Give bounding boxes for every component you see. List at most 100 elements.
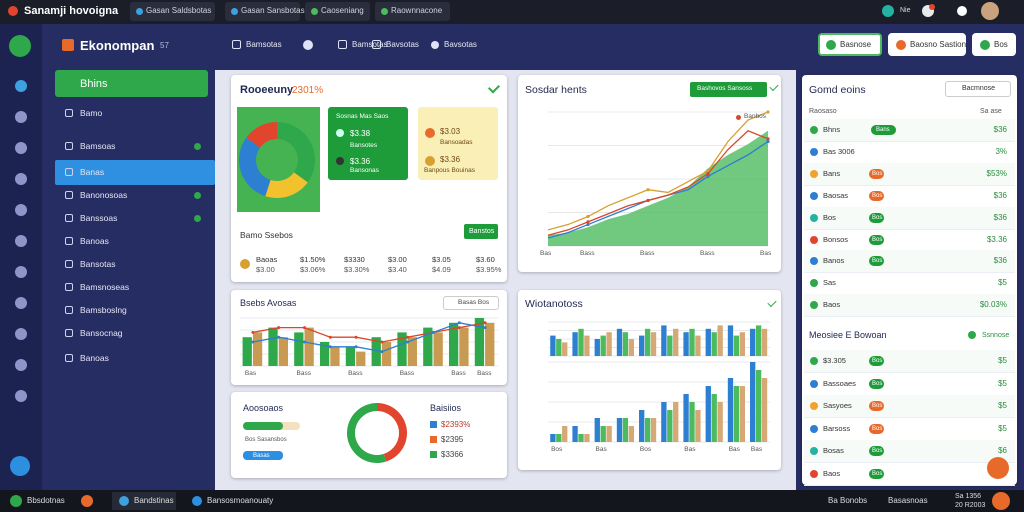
bar <box>397 332 407 366</box>
chart-button[interactable] <box>690 82 767 97</box>
action-button[interactable] <box>972 33 1016 56</box>
tab[interactable] <box>375 2 450 21</box>
tab-label: Gasan Saldsbotas <box>146 6 212 15</box>
pie-slice <box>246 122 277 148</box>
nav-item[interactable]: Bamsboslng <box>80 305 127 315</box>
row-badge-label: Bos <box>872 358 883 364</box>
bar <box>550 434 556 442</box>
nav-item-icon <box>65 168 73 176</box>
row[interactable] <box>804 395 1015 418</box>
search-icon <box>303 40 313 50</box>
stat: $4.09 <box>432 265 451 274</box>
settings-icon <box>957 6 967 16</box>
sidebar <box>42 24 215 490</box>
row[interactable] <box>804 350 1015 373</box>
user-label: Nie <box>900 7 911 14</box>
nav-item[interactable]: Bamsnoseas <box>80 282 130 292</box>
toolbar-item[interactable]: Bavsotas <box>444 40 477 49</box>
chart-button-label: Basas Bos <box>458 299 490 306</box>
row[interactable] <box>804 440 1015 463</box>
nav-item-icon <box>65 260 73 268</box>
nav-item[interactable]: Bansocnag <box>80 328 123 338</box>
nav-item[interactable]: Banssoas <box>80 213 118 223</box>
bar <box>761 378 768 442</box>
x-tick-label: Bas <box>760 250 772 257</box>
toolbar-item[interactable]: Bavsotas <box>386 40 419 49</box>
taskbar-item[interactable]: Bbsdotnas <box>27 496 65 505</box>
row-badge-label: Bans <box>876 127 890 133</box>
action-label: Basnose <box>840 40 872 49</box>
row[interactable] <box>804 119 1015 142</box>
x-tick-label: Bas <box>244 370 257 377</box>
taskbar-icon <box>10 495 22 507</box>
legend-swatch <box>430 451 437 458</box>
column-head: Sa ase <box>980 108 1002 115</box>
line <box>252 322 486 343</box>
point <box>328 335 332 339</box>
line <box>547 130 769 236</box>
bar <box>650 418 657 442</box>
nav-item[interactable]: Banas <box>80 167 105 177</box>
logo <box>9 35 31 57</box>
tab[interactable] <box>130 2 215 21</box>
bar <box>485 322 495 366</box>
row-icon <box>810 279 818 288</box>
bar <box>578 434 584 442</box>
bar <box>371 337 381 366</box>
bar <box>345 346 356 366</box>
row-label: Baosas <box>823 190 849 200</box>
primary-button[interactable] <box>55 70 208 97</box>
nav-item[interactable]: Banonosoas <box>80 190 128 200</box>
row[interactable] <box>804 250 1015 274</box>
row[interactable] <box>804 206 1015 230</box>
row-badge <box>871 125 896 135</box>
nav-item[interactable]: Banoas <box>80 236 109 246</box>
nav-item[interactable]: Bansotas <box>80 259 116 269</box>
toolbar-item[interactable]: Bamsotas <box>352 40 388 49</box>
card-title: Sosdar hents <box>525 84 587 96</box>
bar <box>562 426 568 442</box>
nav-item[interactable]: Banoas <box>80 353 109 363</box>
bar <box>278 337 288 366</box>
action-button[interactable] <box>888 33 966 56</box>
action-button[interactable] <box>818 33 882 56</box>
row[interactable] <box>804 294 1015 318</box>
bar <box>628 426 634 442</box>
stat: $3.95% <box>476 265 502 274</box>
row-icon <box>810 402 818 410</box>
icon-rail <box>0 24 42 490</box>
point <box>277 326 281 330</box>
nav-item[interactable]: Bamsoas <box>80 141 116 151</box>
tab[interactable] <box>225 2 300 21</box>
panel-button[interactable] <box>945 81 1011 97</box>
yellow-card-text: $3.36 <box>440 155 461 164</box>
row-value: $5 <box>998 278 1007 288</box>
bar <box>727 325 734 356</box>
bar <box>242 337 252 366</box>
row[interactable] <box>804 162 1015 186</box>
row-icon <box>810 126 818 134</box>
x-tick-label: Bass <box>348 370 363 377</box>
row-badge-label: Bos <box>872 258 883 265</box>
stat: $3.00 <box>256 265 275 274</box>
x-tick-label: Bas <box>595 446 607 453</box>
action-label: Bos <box>994 40 1008 49</box>
stat: $3.00 <box>388 255 407 264</box>
row-badge-label: Bos <box>872 214 883 221</box>
nav-item[interactable]: Bamo <box>80 108 103 118</box>
taskbar-item[interactable]: Bandstinas <box>134 496 174 505</box>
row-label: Bos <box>823 212 836 222</box>
section-button[interactable] <box>464 224 498 239</box>
card-icon <box>336 157 344 165</box>
row-badge <box>869 190 884 201</box>
bar <box>448 322 459 366</box>
x-tick-label: Bass <box>640 250 655 257</box>
row[interactable] <box>804 463 1015 486</box>
tab[interactable] <box>305 2 370 21</box>
nav-item-active[interactable] <box>55 160 215 185</box>
chart-button[interactable] <box>443 296 499 310</box>
row-label: Banos <box>823 256 845 266</box>
point <box>586 222 590 227</box>
toolbar-item[interactable]: Bamsotas <box>246 40 282 49</box>
taskbar-item[interactable]: Bansosmoanouaty <box>207 496 274 505</box>
